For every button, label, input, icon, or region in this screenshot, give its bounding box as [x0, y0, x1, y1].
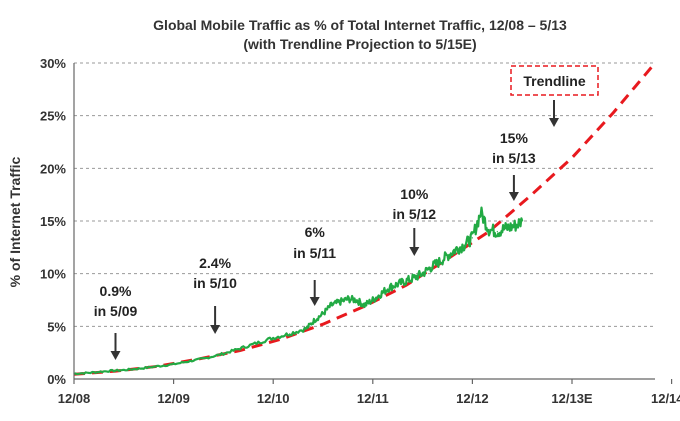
actual-data-point	[521, 220, 523, 222]
actual-data-point	[206, 357, 208, 359]
annotation-date: in 5/12	[393, 206, 437, 222]
annotation-arrow-head	[508, 192, 519, 201]
y-tick-label: 10%	[40, 267, 66, 282]
actual-data-point	[413, 277, 415, 279]
x-tick-label: 12/09	[157, 391, 190, 406]
y-tick-label: 25%	[40, 109, 66, 124]
actual-data-point	[505, 227, 507, 229]
actual-data-point	[355, 299, 357, 301]
actual-data-point	[471, 237, 473, 239]
actual-data-point	[430, 266, 432, 268]
annotation-value: 10%	[400, 186, 429, 202]
x-tick-label: 12/14E	[651, 391, 680, 406]
actual-data-point	[372, 299, 374, 301]
actual-data-point	[496, 230, 498, 233]
actual-data-point	[123, 369, 125, 371]
actual-data-point	[363, 304, 366, 306]
actual-data-point	[330, 304, 332, 306]
trendline-legend-box	[510, 65, 599, 96]
actual-data-point	[480, 212, 482, 214]
y-tick-label: 5%	[47, 319, 66, 334]
annotation-value: 15%	[500, 130, 529, 146]
y-tick-label: 20%	[40, 161, 66, 176]
annotation-arrow-head	[409, 247, 420, 256]
annotation-value: 0.9%	[100, 283, 132, 299]
actual-data-point	[189, 360, 191, 362]
chart-title-line2: (with Trendline Projection to 5/15E)	[243, 36, 476, 52]
x-tick-label: 12/08	[58, 391, 91, 406]
actual-data-point	[106, 370, 108, 372]
y-tick-labels: 0% 5% 10% 15% 20% 25% 30%	[40, 56, 66, 387]
trendline-legend-label: Trendline	[523, 73, 585, 89]
x-tick-label: 12/10	[257, 391, 290, 406]
y-axis-label: % of Internet Traffic	[7, 156, 23, 287]
annotation-arrow-head	[309, 297, 320, 306]
actual-data-point	[239, 347, 241, 350]
actual-data-point	[347, 298, 349, 300]
actual-data-point	[156, 365, 158, 367]
trendline-series	[73, 62, 657, 376]
axes	[73, 63, 673, 384]
actual-data-point	[272, 337, 274, 339]
actual-data-point	[305, 327, 307, 329]
actual-data-point	[314, 319, 316, 321]
actual-data-point	[173, 363, 175, 365]
actual-data-point	[488, 228, 490, 230]
actual-data-point	[513, 225, 515, 227]
actual-data-point	[222, 353, 224, 355]
actual-data-point	[397, 283, 399, 285]
actual-traffic-series	[73, 206, 524, 376]
grid-lines	[74, 62, 655, 327]
annotation-value: 2.4%	[199, 255, 231, 271]
y-tick-label: 15%	[40, 214, 66, 229]
actual-data-point	[339, 301, 341, 303]
actual-data-point	[256, 342, 258, 344]
actual-data-point	[90, 372, 92, 374]
annotations: 0.9% in 5/09 2.4% in 5/10 6% in 5/11 10% in 5/1…	[94, 65, 599, 360]
annotation-arrow-head	[549, 118, 559, 127]
annotation-arrow-head	[110, 351, 121, 360]
x-tick-label: 12/13E	[551, 391, 593, 406]
y-tick-label: 30%	[40, 56, 66, 71]
actual-data-point	[463, 244, 465, 246]
actual-data-point	[422, 273, 424, 275]
annotation-date: in 5/10	[193, 275, 237, 291]
series-layer	[73, 62, 657, 376]
actual-data-point	[322, 313, 324, 315]
x-tick-label: 12/12	[456, 391, 489, 406]
actual-data-point	[289, 333, 291, 335]
annotation-date: in 5/11	[293, 245, 336, 261]
annotation-date: in 5/09	[94, 303, 138, 319]
chart-title-line1: Global Mobile Traffic as % of Total Inte…	[153, 17, 567, 33]
actual-data-point	[455, 248, 457, 250]
actual-data-point	[380, 293, 382, 295]
y-tick-label: 0%	[47, 372, 66, 387]
x-tick-label: 12/11	[357, 391, 389, 406]
annotation-arrow-head	[210, 325, 221, 334]
annotation-value: 6%	[305, 224, 326, 240]
actual-data-point	[405, 280, 407, 282]
actual-data-point	[388, 286, 390, 288]
actual-data-point	[438, 261, 440, 263]
actual-data-point	[139, 367, 141, 370]
annotation-date: in 5/13	[492, 150, 536, 166]
actual-data-point	[446, 255, 449, 257]
x-tick-labels: 12/08 12/09 12/10 12/11 12/12 12/13E 12/14E	[58, 391, 680, 406]
